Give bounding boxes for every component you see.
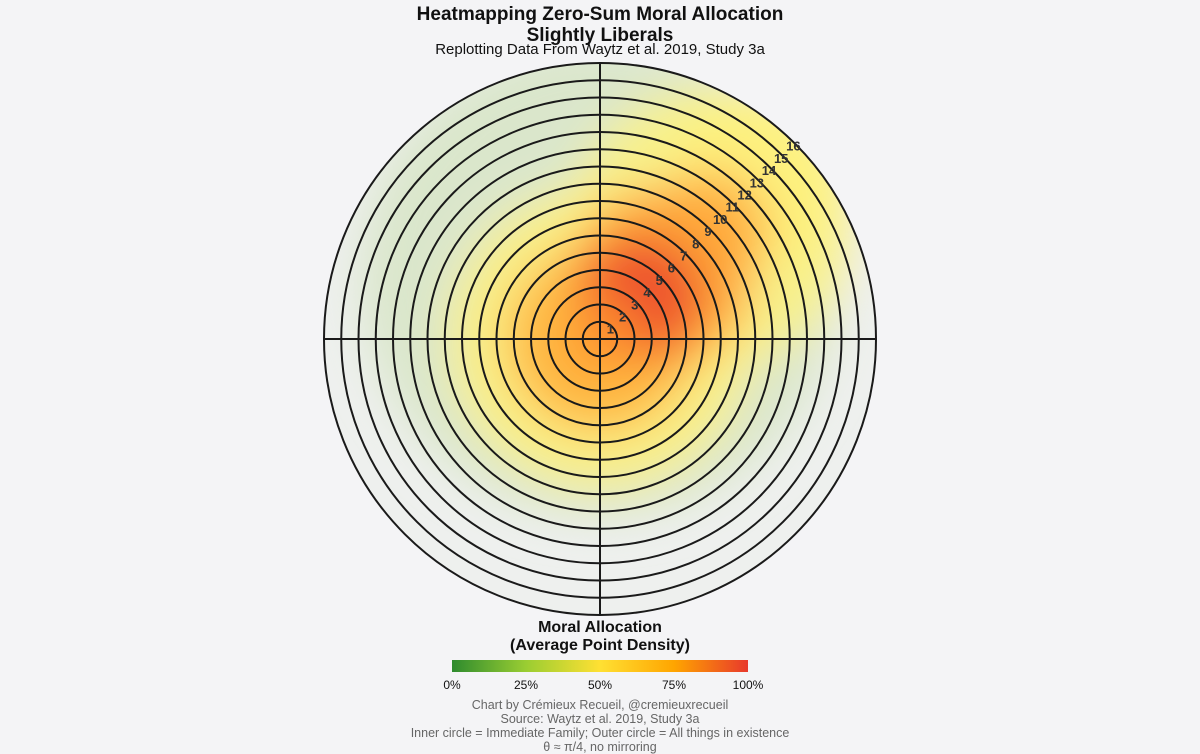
footer-note: Inner circle = Immediate Family; Outer c… [410, 726, 790, 740]
ring-label-8: 8 [692, 236, 699, 251]
ring-label-4: 4 [643, 285, 651, 300]
chart-subtitle: Replotting Data From Waytz et al. 2019, … [435, 41, 765, 58]
title-line-1: Heatmapping Zero-Sum Moral Allocation [416, 4, 784, 25]
ring-label-2: 2 [619, 309, 626, 324]
ring-label-7: 7 [680, 249, 687, 264]
chart-title: Heatmapping Zero-Sum Moral Allocation Sl… [0, 4, 1200, 46]
ring-label-14: 14 [762, 163, 777, 178]
ring-label-5: 5 [656, 273, 663, 288]
ring-label-9: 9 [704, 224, 711, 239]
legend-title: Moral Allocation (Average Point Density) [0, 619, 1200, 655]
ring-label-1: 1 [607, 322, 614, 337]
footer-source: Source: Waytz et al. 2019, Study 3a [500, 712, 700, 726]
ring-label-12: 12 [737, 188, 751, 203]
footer-credit: Chart by Crémieux Recueil, @cremieuxrecu… [471, 698, 729, 712]
footer-theta: θ ≈ π/4, no mirroring [543, 740, 657, 754]
legend-title-line-1: Moral Allocation [538, 619, 662, 636]
legend-tick-100: 100% [732, 678, 764, 692]
footer: Chart by Crémieux Recueil, @cremieuxrecu… [0, 698, 1200, 754]
legend-tick-25: 25% [513, 678, 539, 692]
title-line-2: Slightly Liberals [526, 25, 674, 46]
legend-title-line-2: (Average Point Density) [510, 637, 690, 654]
legend-tick-0: 0% [443, 678, 461, 692]
ring-label-11: 11 [726, 200, 740, 215]
ring-label-3: 3 [631, 297, 638, 312]
ring-label-6: 6 [668, 261, 675, 276]
ring-label-13: 13 [750, 175, 764, 190]
legend-colorbar [452, 660, 748, 672]
ring-label-16: 16 [786, 139, 800, 154]
legend-tick-75: 75% [661, 678, 687, 692]
ring-label-15: 15 [774, 151, 788, 166]
ring-label-10: 10 [713, 212, 727, 227]
legend-tick-50: 50% [587, 678, 613, 692]
